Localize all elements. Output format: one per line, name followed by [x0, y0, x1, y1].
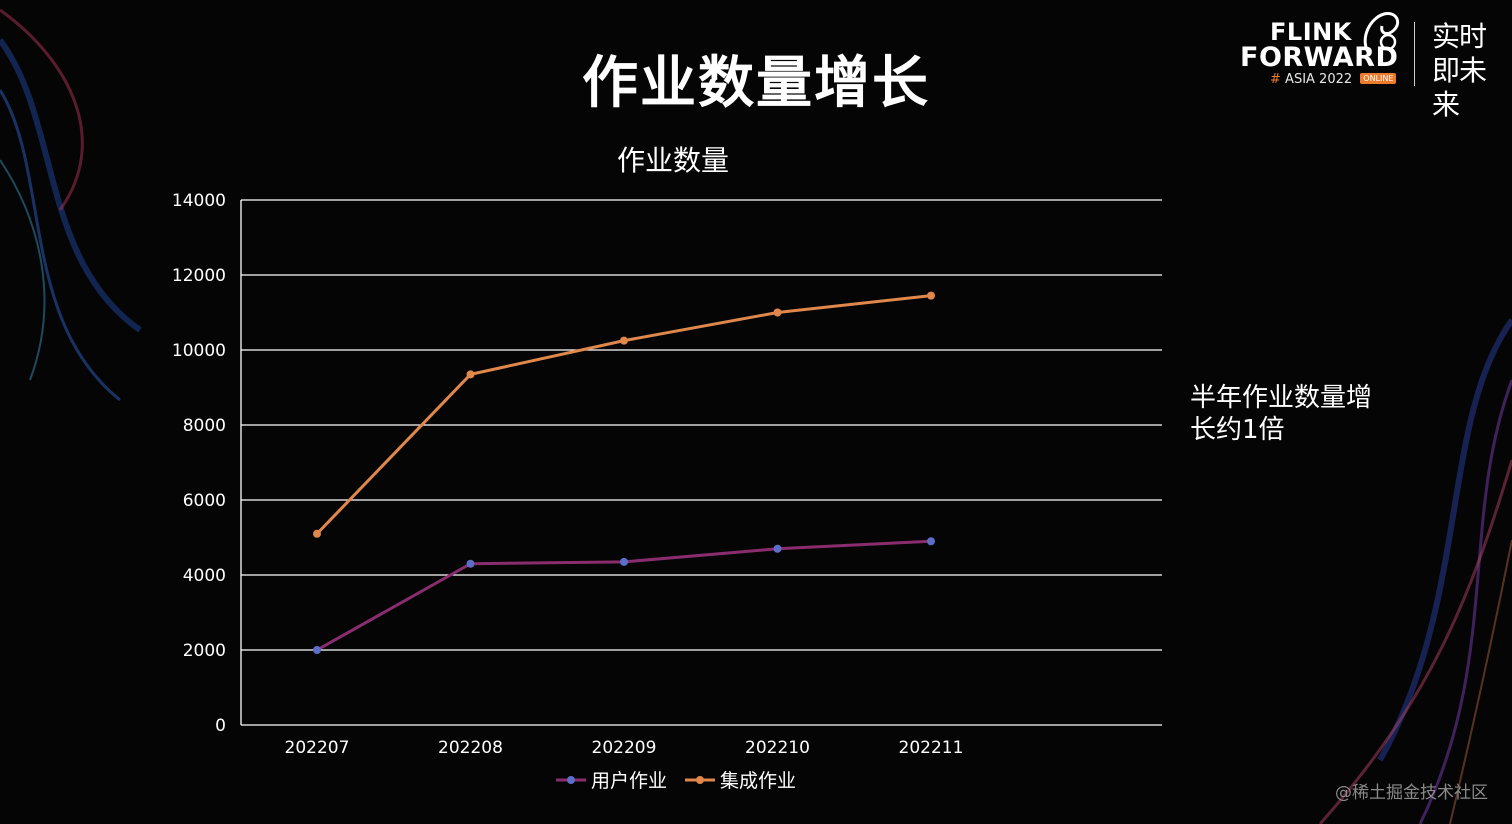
logo-forward-text: FORWARD	[1240, 42, 1399, 73]
chart-title: 作业数量	[617, 144, 729, 177]
flink-forward-logo: FLINK FORWARD # ASIA 2022 ONLINE 实时即未来	[1236, 12, 1506, 121]
series-line-user-jobs	[316, 539, 932, 652]
x-tick-label: 202210	[745, 738, 810, 758]
data-point-integrated-jobs	[927, 291, 935, 300]
data-point-integrated-jobs	[466, 370, 475, 379]
squirrel-icon	[1363, 12, 1400, 53]
data-point-integrated-jobs	[313, 529, 321, 538]
y-tick-label: 10000	[172, 341, 226, 361]
online-badge: ONLINE	[1360, 73, 1397, 84]
data-point-user-jobs	[466, 559, 475, 568]
slide-title: 作业数量增长	[582, 51, 930, 116]
logo-event-line: # ASIA 2022 ONLINE	[1270, 72, 1397, 87]
logo-tagline: 实时即未来	[1432, 20, 1487, 121]
x-tick-label: 202209	[592, 738, 657, 758]
side-note: 半年作业数量增长约1倍	[1190, 383, 1373, 445]
watermark: @稀土掘金技术社区	[1335, 783, 1488, 803]
logo-divider	[1414, 22, 1415, 86]
legend-label-integrated-jobs: 集成作业	[720, 770, 796, 792]
x-tick-label: 202208	[438, 738, 503, 758]
series-line-integrated-jobs	[315, 294, 932, 535]
data-point-integrated-jobs	[620, 336, 628, 345]
logo-event-text: ASIA 2022	[1285, 72, 1353, 87]
data-point-user-jobs	[773, 544, 782, 553]
series-lines	[313, 291, 935, 654]
hash-symbol: #	[1270, 72, 1281, 87]
x-tick-label: 202211	[899, 738, 964, 758]
data-point-user-jobs	[927, 537, 935, 546]
legend-marker-integrated-jobs	[696, 776, 704, 784]
y-tick-label: 2000	[183, 641, 226, 661]
y-tick-label: 6000	[183, 491, 226, 511]
logo-flink-text: FLINK	[1270, 18, 1352, 46]
y-axis-ticks: 0 2000 4000 6000 8000 10000 12000 14000	[172, 191, 226, 736]
x-tick-label: 202207	[285, 738, 350, 758]
y-tick-label: 12000	[172, 266, 226, 286]
grid-lines	[240, 199, 1162, 726]
legend-label-user-jobs: 用户作业	[591, 770, 667, 792]
data-point-integrated-jobs	[773, 308, 782, 317]
x-axis-ticks: 202207 202208 202209 202210 202211	[285, 738, 964, 758]
y-tick-label: 14000	[172, 191, 226, 211]
legend-marker-user-jobs	[567, 776, 575, 784]
y-tick-label: 4000	[183, 566, 226, 586]
y-tick-label: 8000	[183, 416, 226, 436]
data-point-user-jobs	[313, 646, 321, 654]
legend: 用户作业 集成作业	[556, 770, 796, 792]
data-point-user-jobs	[620, 557, 628, 566]
y-tick-label: 0	[215, 716, 226, 736]
